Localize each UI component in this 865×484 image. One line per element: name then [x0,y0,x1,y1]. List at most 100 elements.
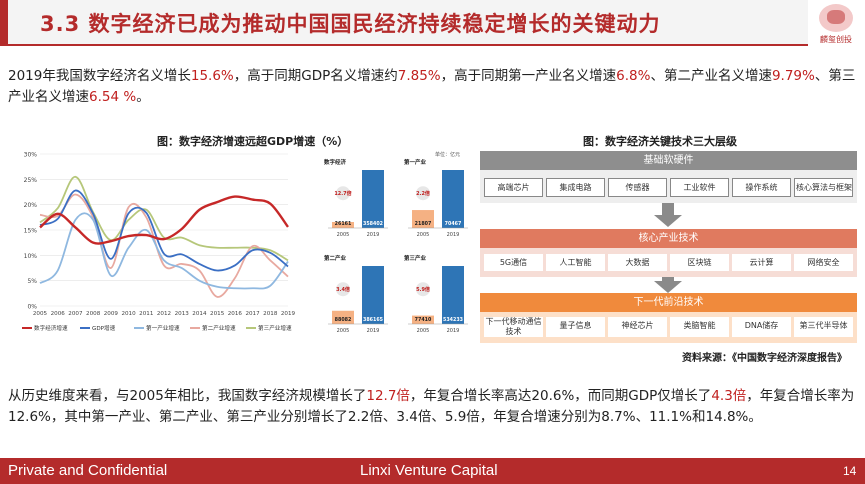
footer-confidential: Private and Confidential [8,462,168,479]
panel-title: 第二产业 [324,254,347,262]
layer-item: DNA储存 [732,317,791,337]
x-tick-label: 2010 [121,311,136,317]
legend-label: 数字经济增速 [34,324,68,332]
layer-label: 核心产业技术 [480,229,857,248]
ratio-label: 2.2倍 [416,190,430,197]
page-title: 3.3 数字经济已成为推动中国国民经济持续稳定增长的关键动力 [40,12,661,36]
panel-title: 数字经济 [324,158,347,166]
legend-label: GDP增速 [92,324,116,332]
y-tick-label: 30% [24,152,38,159]
text-run: ，年复合增长率高达20.6%，而同期GDP仅增长了 [409,388,712,404]
x-tick-label: 2016 [228,311,243,317]
series-line [39,193,289,298]
bar-value-label: 21807 [415,221,432,227]
text-run: 、第二产业名义增速 [650,68,772,84]
layer-item: 第三代半导体 [794,317,853,337]
layer-item: 云计算 [732,254,791,271]
x-tick-label: 2009 [104,311,119,317]
layer-item: 5G通信 [484,254,543,271]
series-line [39,212,289,290]
y-tick-label: 5% [27,278,37,285]
line-chart-growth-rates: 0%5%10%15%20%25%30%2005 2006 2007 2008 2009 2… [22,152,296,332]
layer-item: 工业软件 [670,178,729,197]
category-label: 2019 [367,328,380,334]
x-tick-label: 2006 [51,311,66,317]
bar [442,266,464,324]
bar-value-label: 77410 [415,317,432,323]
layer-item: 区块链 [670,254,729,271]
paragraph-historical: 从历史维度来看，与2005年相比，我国数字经济规模增长了12.7倍，年复合增长率… [8,386,858,428]
bar [412,315,434,324]
down-arrow-icon [654,277,682,293]
tech-layers-diagram: 基础软硬件 高端芯片 集成电路 传感器 工业软件 操作系统 核心算法与框架 核心… [480,151,857,343]
category-label: 2005 [417,232,430,238]
right-figure-title: 图：数字经济关键技术三大层级 [583,135,737,148]
layer-item: 类脑智能 [670,317,729,337]
y-tick-label: 0% [27,304,37,311]
ratio-label: 5.9倍 [416,286,430,293]
legend-label: 第一产业增速 [146,324,180,332]
text-run: ，年复合增长率为12.6%，其中第一产业、第二产业、第三产业分别增长了2.2倍、… [8,388,855,425]
ratio-badge [416,282,430,297]
x-tick-label: 2019 [281,311,296,317]
text-run: 从历史维度来看，与2005年相比，我国数字经济规模增长了 [8,388,367,404]
logo: 麟玺创投 [813,4,859,46]
highlight-value: 12.7倍 [366,388,410,404]
paragraph-growth-2019: 2019年我国数字经济名义增长15.6%，高于同期GDP名义增速约7.85%，高… [8,66,858,108]
x-tick-label: 2014 [192,311,207,317]
left-figure-title: 图：数字经济增速远超GDP增速（%） [157,135,349,148]
bar [332,222,354,228]
layer-item: 量子信息 [546,317,605,337]
ratio-badge [336,186,350,201]
bar-value-label: 358402 [363,221,383,227]
ratio-badge [416,186,430,201]
layer-item: 网络安全 [794,254,853,271]
layer-item: 大数据 [608,254,667,271]
text-run: ，高于同期GDP名义增速约 [233,68,398,84]
layer-item: 集成电路 [546,178,605,197]
bar-value-label: 70467 [445,221,462,227]
logo-brand-text: 麟玺创投 [820,35,852,44]
series-line [39,189,289,272]
layer-item: 下一代移动通信技术 [484,317,543,337]
text-run: 。 [136,89,150,105]
logo-icon [819,4,853,32]
page-number: 14 [843,464,857,478]
bar [332,310,354,324]
x-tick-label: 2012 [157,311,171,317]
highlight-value: 6.54 % [89,89,137,105]
unit-label: 单位：亿元 [435,151,460,158]
ratio-badge [336,282,350,297]
panel-title: 第一产业 [404,158,427,166]
text-run: 、第三产业名义增速 [8,68,856,105]
title-bar: 3.3 数字经济已成为推动中国国民经济持续稳定增长的关键动力 [0,0,808,46]
category-label: 2019 [367,232,380,238]
x-tick-label: 2008 [86,311,101,317]
down-arrow-icon [654,203,682,229]
x-tick-label: 2017 [245,311,260,317]
x-tick-label: 2015 [210,311,225,317]
layer-basic: 基础软硬件 高端芯片 集成电路 传感器 工业软件 操作系统 核心算法与框架 [480,151,857,203]
category-label: 2005 [417,328,430,334]
legend-label: 第三产业增速 [258,324,292,332]
footer: Private and Confidential Linxi Venture C… [0,458,865,484]
layer-core: 核心产业技术 5G通信 人工智能 大数据 区块链 云计算 网络安全 [480,229,857,277]
bar [362,266,384,324]
highlight-value: 7.85% [397,68,441,84]
highlight-value: 4.3倍 [711,388,747,404]
y-tick-label: 25% [24,177,38,184]
layer-item: 人工智能 [546,254,605,271]
layer-item: 传感器 [608,178,667,197]
x-tick-label: 2007 [68,311,83,317]
series-line [39,195,289,245]
layer-label: 基础软硬件 [480,151,857,170]
layer-item: 操作系统 [732,178,791,197]
source-note: 资料来源：《中国数字经济深度报告》 [682,353,847,364]
text-run: ，高于同期第一产业名义增速 [440,68,617,84]
bar-value-label: 534233 [443,317,463,323]
x-tick-label: 2013 [175,311,190,317]
panel-title: 第三产业 [404,254,427,262]
category-label: 2005 [337,232,350,238]
highlight-value: 6.8% [616,68,651,84]
footer-company: Linxi Venture Capital [360,462,498,479]
